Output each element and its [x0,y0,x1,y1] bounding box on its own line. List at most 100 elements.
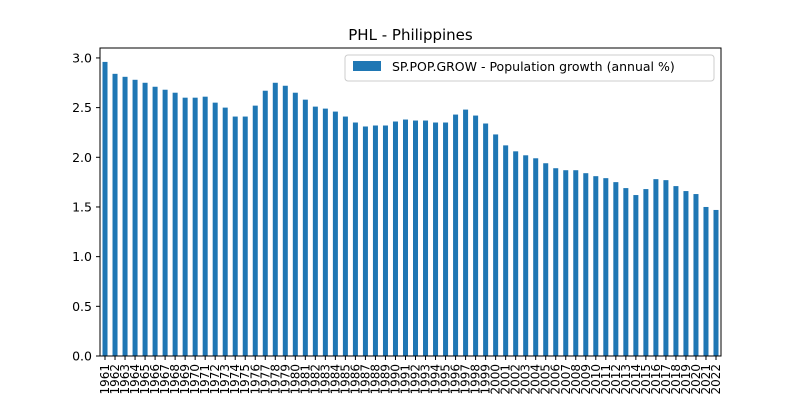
x-tick-label: 1994 [429,364,443,395]
legend-swatch [353,61,381,71]
bar-2000 [493,134,499,356]
x-tick-label: 1977 [258,364,272,395]
x-tick-label: 1976 [248,364,262,395]
bar-1983 [322,108,328,356]
bar-1974 [232,116,238,356]
y-tick-label: 2.5 [72,100,92,115]
bar-2012 [613,182,619,356]
bar-1976 [252,105,258,356]
x-tick-label: 1998 [469,364,483,395]
legend-box [344,54,715,82]
y-tick-label: 3.0 [72,50,92,65]
x-tick-label: 2019 [679,364,693,395]
x-tick-label: 2016 [649,364,663,395]
x-tick-label: 1990 [388,364,402,395]
x-tick-label: 2011 [599,364,613,395]
bar-2021 [703,206,709,356]
bar-2005 [543,163,549,356]
bar-1967 [162,89,168,356]
bar-1986 [352,122,358,357]
bar-1977 [262,90,268,356]
x-tick-label: 1966 [148,364,162,395]
plot-frame [99,47,722,357]
x-tick-label: 2002 [509,364,523,395]
bar-1982 [312,106,318,357]
x-tick-label: 2001 [499,364,513,395]
x-tick-label: 2017 [659,364,673,395]
bar-2011 [603,178,609,356]
bar-1993 [423,120,429,356]
bar-1992 [413,120,419,356]
x-tick-label: 1967 [158,364,172,395]
x-tick-label: 2006 [549,364,563,395]
bar-2013 [623,188,629,356]
bar-2003 [523,155,529,356]
x-tick-label: 2013 [619,364,633,395]
x-tick-label: 1963 [118,364,132,395]
x-tick-label: 1982 [308,364,322,395]
bar-1989 [382,125,388,356]
bar-2014 [633,195,639,356]
x-tick-label: 1979 [278,364,292,395]
bar-2004 [533,158,539,356]
bar-2020 [693,194,699,356]
y-tick-label: 1.0 [72,249,92,264]
bar-1979 [282,85,288,356]
x-tick-label: 1972 [208,364,222,395]
bar-1991 [402,119,408,356]
bar-1994 [433,122,439,357]
bar-1999 [483,123,489,356]
bars-group [102,61,719,357]
y-tick-label: 1.5 [72,199,92,214]
bar-2007 [563,170,569,356]
x-tick-label: 1983 [318,364,332,395]
x-tick-label: 1989 [378,364,392,395]
x-tick-label: 1974 [228,364,242,395]
y-tick-label: 2.0 [72,150,92,165]
x-tick-label: 1984 [328,364,342,395]
bar-1988 [372,125,378,356]
x-tick-label: 1961 [98,364,112,395]
x-axis: 1961196219631964196519661967196819691970… [98,356,723,395]
x-tick-label: 1985 [338,364,352,395]
x-tick-label: 2009 [579,364,593,395]
bar-1965 [142,82,148,357]
bar-2006 [553,168,559,356]
legend: SP.POP.GROW - Population growth (annual … [344,54,715,82]
bar-1985 [342,116,348,356]
bar-1975 [242,116,248,356]
x-tick-label: 2012 [609,364,623,395]
bar-1968 [172,92,178,357]
bar-1962 [112,73,118,356]
bar-1980 [292,92,298,357]
bar-1971 [202,96,208,357]
x-tick-label: 2022 [709,364,723,395]
x-tick-label: 1978 [268,364,282,395]
bar-2015 [643,189,649,356]
x-tick-label: 1995 [439,364,453,395]
y-axis: 0.0 0.5 1.0 1.5 2.0 2.5 3.0 [72,50,100,364]
x-tick-label: 2020 [689,364,703,395]
y-tick-label: 0.0 [72,349,92,364]
bar-2016 [653,179,659,356]
x-tick-label: 1975 [238,364,252,395]
bar-2002 [513,151,519,356]
x-tick-label: 1993 [419,364,433,395]
x-tick-label: 2018 [669,364,683,395]
bar-1997 [463,109,469,356]
legend-label: SP.POP.GROW - Population growth (annual … [392,59,675,74]
x-tick-label: 2004 [529,364,543,395]
x-tick-label: 1988 [368,364,382,395]
bar-2009 [583,173,589,356]
x-tick-label: 2008 [569,364,583,395]
x-tick-label: 1981 [298,364,312,395]
x-tick-label: 2010 [589,364,603,395]
bar-2017 [663,180,669,356]
x-tick-label: 1986 [348,364,362,395]
x-tick-label: 1997 [459,364,473,395]
bar-2018 [673,186,679,356]
x-tick-label: 1996 [449,364,463,395]
x-tick-label: 1992 [409,364,423,395]
x-tick-label: 2005 [539,364,553,395]
